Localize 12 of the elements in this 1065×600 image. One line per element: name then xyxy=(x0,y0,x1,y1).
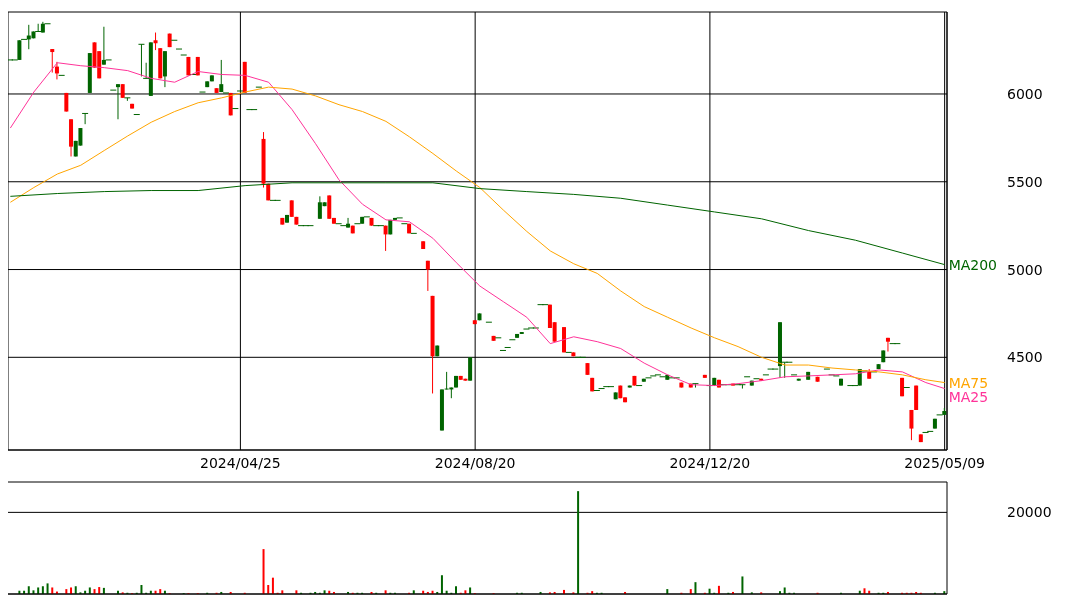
x-tick-label: 2024/08/20 xyxy=(434,454,516,471)
y-tick-label: 5500 xyxy=(1007,173,1043,190)
y-tick-label: 20000 xyxy=(1007,504,1052,521)
series-label: MA25 xyxy=(948,388,989,405)
y-tick-label: 4500 xyxy=(1007,349,1043,366)
y-tick-label: 5000 xyxy=(1007,261,1043,278)
y-tick-label: 6000 xyxy=(1007,85,1043,102)
series-label: MA200 xyxy=(948,256,998,273)
x-tick-label: 2025/05/09 xyxy=(904,454,985,471)
x-tick-label: 2024/12/20 xyxy=(669,454,751,471)
x-tick-label: 2024/04/25 xyxy=(200,454,281,471)
series-label: MA75 xyxy=(948,374,989,391)
